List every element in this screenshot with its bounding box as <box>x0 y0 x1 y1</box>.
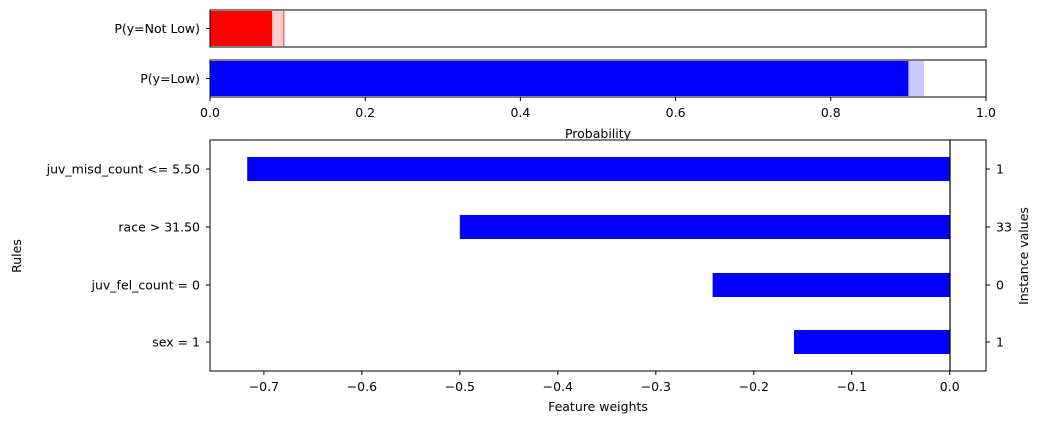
weight-x-tick-label: −0.3 <box>641 379 671 394</box>
prob-bar-1 <box>210 61 909 96</box>
rule-label: sex = 1 <box>152 335 200 350</box>
rule-label: juv_fel_count = 0 <box>91 278 201 293</box>
weight-x-tick-label: −0.2 <box>739 379 769 394</box>
instance-value-label: 0 <box>996 278 1004 293</box>
instance-value-label: 1 <box>996 335 1004 350</box>
rule-label: juv_misd_count <= 5.50 <box>46 162 200 177</box>
feature-weight-bar-1 <box>459 215 950 239</box>
feature-weight-bar-0 <box>247 157 950 181</box>
weight-x-tick-label: −0.6 <box>347 379 377 394</box>
prob-bar-0 <box>210 11 273 46</box>
weight-x-tick-label: −0.1 <box>837 379 867 394</box>
prob-x-tick-label: 0.4 <box>510 105 530 120</box>
weight-y-axis-label: Rules <box>9 239 24 273</box>
prob-x-tick-label: 0.0 <box>200 105 220 120</box>
weight-x-tick-label: 0.0 <box>940 379 960 394</box>
weight-axes-frame <box>209 139 987 372</box>
weight-y-ticks: juv_misd_count <= 5.50 1 race > 31.50 33 juv… <box>46 162 1012 350</box>
feature-weight-bars <box>247 157 950 354</box>
probability-chart: P(y=Not Low) P(y=Low) 0.0 0.2 0.4 0.6 0.8 1.0… <box>114 9 996 141</box>
weight-x-tick-label: −0.7 <box>249 379 279 394</box>
prob-category-label-not-low: P(y=Not Low) <box>114 21 200 36</box>
weight-x-tick-label: −0.4 <box>543 379 573 394</box>
rule-label: race > 31.50 <box>118 220 200 235</box>
instance-value-label: 33 <box>996 220 1012 235</box>
feature-weight-bar-3 <box>793 330 950 354</box>
weight-x-axis-label: Feature weights <box>548 399 648 414</box>
prob-x-tick-label: 0.2 <box>355 105 375 120</box>
weight-right-axis-label: Instance values <box>1016 207 1031 305</box>
prob-x-tick-label: 0.8 <box>821 105 841 120</box>
feature-weight-bar-2 <box>712 273 950 297</box>
prob-not-low-axes-frame <box>209 9 987 48</box>
weight-x-ticks: −0.7 −0.6 −0.5 −0.4 −0.3 −0.2 −0.1 0.0 <box>249 371 960 394</box>
prob-x-tick-label: 1.0 <box>976 105 996 120</box>
prob-x-ticks: 0.0 0.2 0.4 0.6 0.8 1.0 <box>200 28 996 120</box>
feature-weight-chart: juv_misd_count <= 5.50 1 race > 31.50 33 juv… <box>9 139 1031 414</box>
instance-value-label: 1 <box>996 162 1004 177</box>
weight-x-tick-label: −0.5 <box>445 379 475 394</box>
prob-x-axis-label: Probability <box>565 126 632 141</box>
prob-category-label-low: P(y=Low) <box>140 71 200 86</box>
prob-x-tick-label: 0.6 <box>666 105 686 120</box>
probability-bars <box>210 11 924 96</box>
